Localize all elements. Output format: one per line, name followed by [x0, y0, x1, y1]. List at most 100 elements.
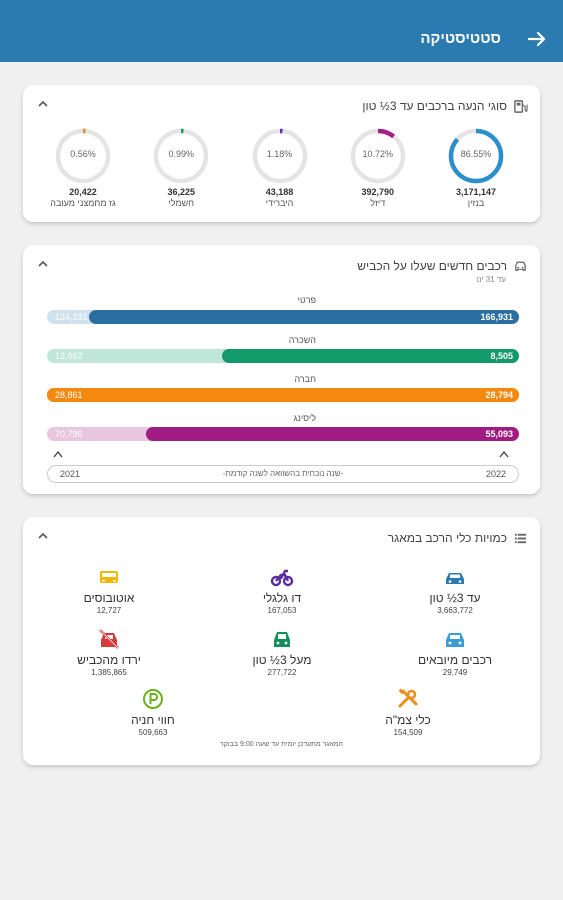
vehicle-quantity-item[interactable]: דו גלגלי 167,053: [212, 565, 352, 615]
donut-chart: [350, 128, 405, 184]
donut-count: 43,188: [265, 187, 294, 197]
vehicle-quantity-item[interactable]: אוטובוסים 12,727: [39, 565, 179, 615]
fuel-card-header: סוגי הנעה ברכבים עד 3½ טון: [362, 97, 528, 115]
quantity-count: 12,727: [96, 606, 122, 615]
quantity-label: כלי צמ"ה: [385, 713, 431, 727]
donut-arc: [252, 128, 307, 184]
donut-label: דיזל: [370, 198, 386, 208]
quantity-label: חווי חניה: [131, 713, 175, 727]
app-bar: סטטיסטיקה: [0, 0, 563, 62]
vehicle-quantity-item[interactable]: ירדו מהכביש 1,385,865: [39, 627, 179, 677]
vehicle-quantity-item[interactable]: מעל 3½ טון 277,722: [212, 627, 352, 677]
donut-label: חשמלי: [168, 198, 195, 208]
fuel-types-card: סוגי הנעה ברכבים עד 3½ טון 86.55% 3,171,1…: [23, 85, 540, 222]
tools-icon: [398, 688, 418, 708]
bar-fill: [221, 349, 519, 363]
truck-icon: [274, 632, 290, 647]
donut-label: היברידי: [265, 198, 294, 208]
arrow-up-icon[interactable]: [499, 450, 509, 458]
quantities-card-title: כמויות כלי הרכב במאגר: [387, 531, 507, 545]
quantity-count: 509,663: [138, 728, 168, 737]
quantity-count: 29,749: [442, 668, 468, 677]
quantity-label: ירדו מהכביש: [77, 653, 141, 667]
car-icon: [446, 573, 464, 584]
donut-count: 3,171,147: [455, 187, 497, 197]
new-cars-card-subtitle: עד 31 ינו: [476, 275, 506, 284]
donut-label: בנזין: [467, 198, 485, 208]
bar-track: 28,861 28,794: [47, 388, 519, 402]
bar-current-value: 28,794: [485, 390, 513, 400]
year-current: 2022: [485, 469, 506, 479]
motorcycle-icon: [270, 569, 294, 587]
vehicle-quantity-item[interactable]: עד 3½ טון 3,663,772: [385, 565, 525, 615]
donut-count: 36,225: [167, 187, 196, 197]
bar-previous-value: 28,861: [55, 390, 83, 400]
quantities-card-header: כמויות כלי הרכב במאגר: [388, 529, 528, 547]
chevron-up-icon[interactable]: [37, 259, 49, 269]
fuel-pump-icon: [514, 99, 528, 113]
bar-previous-value: 70,796: [55, 429, 83, 439]
quantity-label: עד 3½ טון: [429, 591, 481, 605]
vehicle-quantities-card: כמויות כלי הרכב במאגר עד 3½ טון 3,663,772…: [23, 517, 540, 765]
donut-count: 20,422: [69, 187, 97, 197]
fuel-stat-item: 0.99% 36,225 חשמלי: [135, 127, 227, 217]
fuel-card-title: סוגי הנעה ברכבים עד 3½ טון: [362, 99, 507, 113]
chevron-up-icon[interactable]: [37, 99, 49, 109]
quantity-count: 167,053: [267, 606, 297, 615]
vehicle-quantity-item[interactable]: חווי חניה 509,663: [83, 687, 223, 737]
bus-icon: [100, 571, 118, 583]
arrow-up-icon[interactable]: [53, 450, 63, 458]
year-previous: 2021: [60, 469, 81, 479]
bar-fill: [146, 427, 519, 441]
bar-category-label: השכרה: [288, 335, 316, 345]
vehicle-quantity-item[interactable]: רכבים מיובאים 29,749: [385, 627, 525, 677]
donut-label: גז מחמצני מעובה: [50, 198, 116, 208]
donut-arc: [154, 128, 209, 184]
donut-chart: [154, 128, 209, 184]
donut-percent: 86.55%: [460, 149, 492, 159]
bar-fill: [89, 310, 519, 324]
fuel-stat-item: 1.18% 43,188 היברידי: [234, 127, 326, 217]
donut-percent: 0.99%: [168, 149, 195, 159]
bar-current-value: 55,093: [485, 429, 513, 439]
quantity-count: 3,663,772: [437, 606, 473, 615]
imported-car-icon: [446, 633, 464, 647]
bar-track: 134,231 166,931: [47, 310, 519, 324]
bar-previous-value: 134,231: [55, 312, 88, 322]
fuel-donut-row: 86.55% 3,171,147 בנזין 10.72% 392,790 דיזל 1.1…: [37, 127, 522, 217]
list-icon: [514, 533, 527, 543]
quantity-count: 277,722: [267, 668, 297, 677]
bar-previous-value: 13,662: [55, 351, 83, 361]
bar-category-label: חברה: [294, 374, 316, 384]
bar-fill: [47, 388, 519, 402]
donut-count: 392,790: [361, 187, 395, 197]
vehicle-quantity-item[interactable]: כלי צמ"ה 154,509: [338, 687, 478, 737]
quantity-label: מעל 3½ טון: [252, 653, 312, 667]
parking-icon: [143, 689, 163, 709]
donut-percent: 1.18%: [266, 149, 293, 159]
bar-track: 70,796 55,093: [47, 427, 519, 441]
new-cars-card-header: רכבים חדשים שעלו על הכביש עד 31 ינו: [357, 257, 528, 284]
bar-current-value: 166,931: [480, 312, 513, 322]
donut-arc: [55, 128, 111, 184]
fuel-stat-item: 86.55% 3,171,147 בנזין: [430, 127, 522, 217]
page-title: סטטיסטיקה: [420, 30, 501, 47]
donut-percent: 10.72%: [362, 149, 394, 159]
donut-chart: [252, 128, 307, 184]
bar-track: 13,662 8,505: [47, 349, 519, 363]
update-footnote: המאגר מתעדכן יומית עד שעה 9:00 בבוקר: [220, 741, 343, 748]
quantity-label: רכבים מיובאים: [417, 653, 493, 667]
donut-chart: [448, 128, 504, 184]
quantity-count: 154,509: [393, 728, 423, 737]
year-comparison-row[interactable]: 2021 -שנה נוכחית בהשוואה לשנה קודמת- 202…: [47, 465, 519, 483]
donut-arc: [350, 128, 405, 184]
fuel-stat-item: 10.72% 392,790 דיזל: [332, 127, 424, 217]
chevron-up-icon[interactable]: [37, 531, 49, 541]
off-road-car-icon: [99, 629, 119, 649]
donut-arc: [448, 128, 504, 184]
new-cars-card-title: רכבים חדשים שעלו על הכביש: [357, 259, 507, 273]
arrow-right-icon[interactable]: [525, 27, 549, 51]
quantity-label: דו גלגלי: [262, 591, 302, 605]
quantity-count: 1,385,865: [91, 668, 127, 677]
donut-percent: 0.56%: [70, 149, 96, 159]
